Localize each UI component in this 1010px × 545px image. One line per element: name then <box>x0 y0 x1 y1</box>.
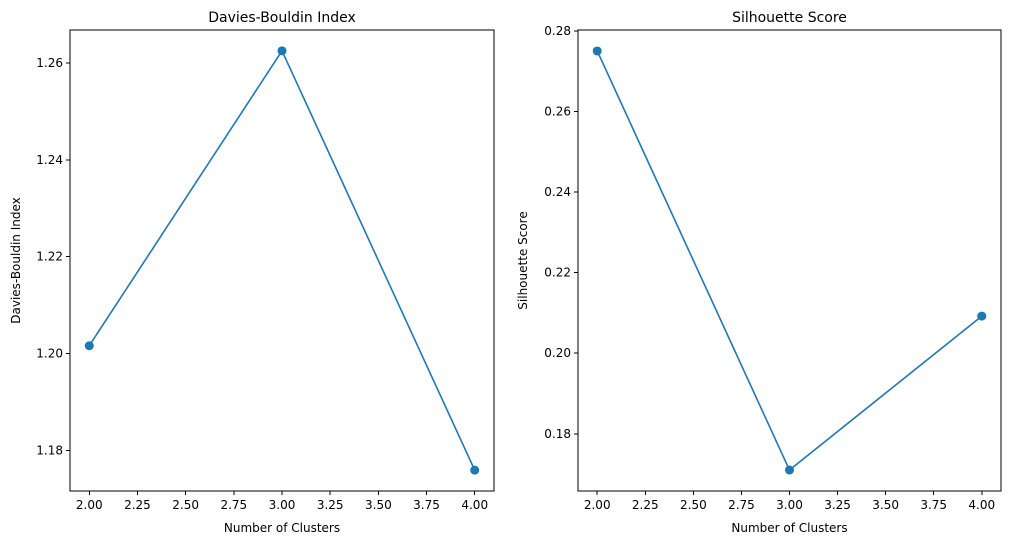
chart-1-axes: Davies-Bouldin Index Number of Clusters Da… <box>9 10 495 535</box>
chart-1-x-axis-label: Number of Clusters <box>224 521 340 535</box>
chart-2-data-point <box>592 46 602 56</box>
chart-2-plot-frame <box>577 29 1002 492</box>
chart-2-x-tick-label: 3.75 <box>920 498 947 512</box>
chart-2-y-tick-label: 0.26 <box>544 104 571 118</box>
chart-2-series-line <box>596 50 983 471</box>
chart-1-y-tick-label: 1.20 <box>36 346 63 360</box>
chart-1-x-tick-label: 3.25 <box>317 498 344 512</box>
chart-1-y-tick-label: 1.22 <box>36 250 63 264</box>
chart-1-x-tick-label: 2.75 <box>220 498 247 512</box>
chart-2-x-tick-label: 2.50 <box>680 498 707 512</box>
chart-1-title: Davies-Bouldin Index <box>208 10 356 26</box>
chart-1-x-tick-label: 3.50 <box>365 498 392 512</box>
chart-1-data-point <box>470 465 480 475</box>
chart-1-data-point <box>277 46 287 56</box>
chart-1-x-tick-label: 2.25 <box>124 498 151 512</box>
chart-2-x-tick-label: 3.00 <box>776 498 803 512</box>
chart-2-y-tick-label: 0.20 <box>544 346 571 360</box>
chart-1-x-tick-label: 4.00 <box>461 498 488 512</box>
chart-1-y-axis-label: Davies-Bouldin Index <box>9 197 23 324</box>
chart-1-x-tick-label: 3.75 <box>413 498 440 512</box>
chart-2-x-tick-label: 4.00 <box>968 498 995 512</box>
chart-1-y-tick-label: 1.18 <box>36 443 63 457</box>
chart-1-y-tick-label: 1.26 <box>36 56 63 70</box>
chart-1-x-tick-label: 3.00 <box>269 498 296 512</box>
chart-2-y-tick-label: 0.24 <box>544 185 571 199</box>
chart-1-plot-frame <box>69 29 495 492</box>
chart-2-data-point <box>785 465 794 475</box>
chart-2-y-tick-label: 0.22 <box>544 266 571 280</box>
chart-2-axes: Silhouette Score Number of Clusters Silhou… <box>516 10 1002 535</box>
chart-2-x-tick-label: 3.25 <box>824 498 851 512</box>
chart-2-y-tick-label: 0.28 <box>544 24 571 38</box>
chart-1-x-tick-label: 2.50 <box>172 498 199 512</box>
chart-2-y-axis-label: Silhouette Score <box>516 211 530 309</box>
chart-2-data-point <box>977 311 987 321</box>
chart-1-series-line <box>88 50 476 471</box>
chart-2-title: Silhouette Score <box>732 10 847 26</box>
chart-2-x-axis-label: Number of Clusters <box>731 521 847 535</box>
chart-2-x-tick-label: 2.75 <box>728 498 755 512</box>
chart-2-x-tick-label: 3.50 <box>872 498 899 512</box>
chart-2-y-tick-label: 0.18 <box>544 427 571 441</box>
chart-1-data-point <box>84 341 94 351</box>
chart-2-x-tick-label: 2.00 <box>584 498 611 512</box>
chart-1-y-tick-label: 1.24 <box>36 153 63 167</box>
chart-1-x-tick-label: 2.00 <box>76 498 103 512</box>
chart-2-x-tick-label: 2.25 <box>632 498 659 512</box>
